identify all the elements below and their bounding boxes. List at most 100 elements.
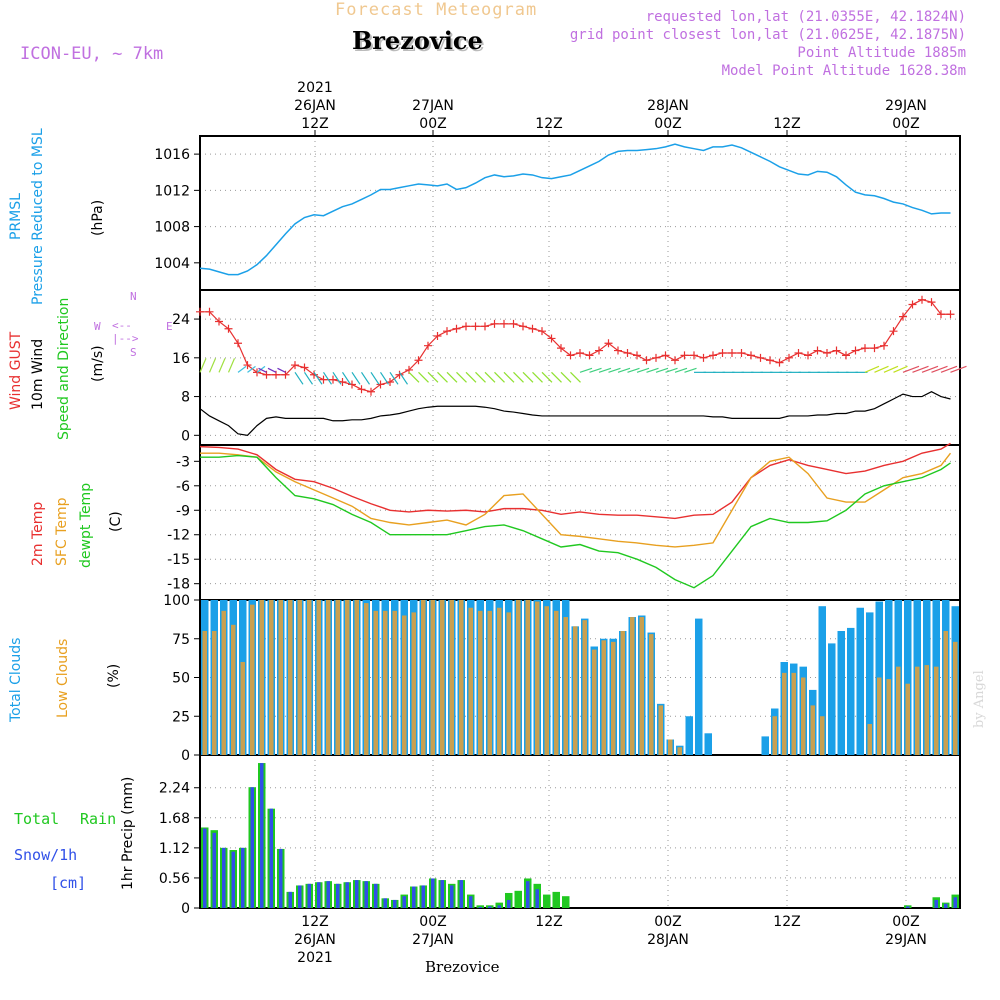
y-tick-label: -12 (167, 528, 190, 544)
wind-arrow (931, 365, 948, 373)
time-label-bottom: 12Z (535, 914, 562, 930)
wind-arrow (921, 365, 939, 373)
wind-arrow (874, 365, 889, 373)
low-cloud-bar (487, 610, 492, 755)
low-cloud-bar (221, 610, 226, 755)
total-cloud-bar (837, 631, 845, 755)
gust-marker (433, 332, 442, 341)
wind-arrow (665, 367, 678, 373)
snow-bar (279, 848, 283, 908)
low-cloud-bar (535, 601, 540, 755)
y-tick-label: -9 (176, 503, 190, 519)
location-title: Brezovice (352, 26, 483, 55)
wind-arrow (503, 371, 515, 383)
low-cloud-bar (202, 631, 207, 755)
wind-arrow (551, 371, 562, 383)
low-cloud-bar (269, 600, 274, 755)
low-cloud-bar (278, 600, 283, 755)
wind-arrow (513, 371, 524, 383)
total-cloud-bar (885, 600, 893, 755)
wind-arrow (646, 367, 659, 373)
gust-marker (870, 344, 879, 353)
wind-arrow (684, 367, 697, 373)
snow-bar (260, 763, 264, 908)
wind-arrow (418, 371, 429, 383)
wind-arrow (940, 365, 958, 373)
wind-speed-line (199, 391, 951, 436)
low-cloud-bar (335, 600, 340, 755)
snow-bar (934, 899, 938, 908)
snow-bar (497, 905, 501, 908)
snow-bar (374, 883, 378, 908)
y-tick-label: 100 (163, 593, 190, 609)
gust-marker (937, 310, 945, 319)
total-cloud-bar (828, 643, 836, 755)
gust-marker (861, 344, 869, 353)
low-cloud-bar (440, 600, 445, 755)
model-altitude: Model Point Altitude 1628.38m (721, 63, 966, 79)
gust-marker (661, 351, 670, 360)
gust-marker (737, 348, 746, 357)
wind-arrow (258, 367, 267, 373)
wind-arrow (408, 371, 420, 383)
snow-bar (412, 886, 416, 908)
low-cloud-bar (611, 641, 616, 755)
low-cloud-bar (649, 634, 654, 755)
y-tick-label: 0 (181, 901, 190, 917)
gust-marker (196, 307, 204, 316)
gust-marker (205, 307, 214, 316)
gust-marker (452, 324, 461, 333)
rain-bar (514, 890, 522, 908)
low-cloud-bar (639, 617, 644, 755)
footer-location: Brezovice (425, 958, 500, 976)
gust-marker (756, 353, 765, 362)
low-cloud-bar (782, 672, 787, 755)
gust-marker (908, 300, 917, 309)
gust-marker (794, 348, 803, 357)
snow-bar (203, 828, 207, 908)
pressure-line (199, 143, 951, 276)
wind-arrow (627, 367, 640, 373)
snow-bar (336, 883, 340, 908)
t2m-line (199, 442, 951, 520)
gust-marker (642, 356, 651, 365)
time-label-top: 26JAN (294, 98, 336, 114)
snow-bar (345, 882, 349, 908)
precip-snow-label: Snow/1h (14, 846, 78, 864)
gust-marker (490, 319, 499, 328)
snow-bar (953, 897, 957, 908)
snow-bar (459, 880, 463, 908)
gust-marker (804, 351, 812, 360)
snow-bar (402, 896, 406, 908)
wind-arrow (522, 371, 534, 383)
rain-bar (476, 905, 484, 908)
wind-arrow (199, 358, 207, 373)
low-cloud-bar (212, 631, 217, 755)
gust-marker (357, 385, 366, 394)
time-label-top: 27JAN (412, 98, 454, 114)
low-cloud-bar (772, 716, 777, 755)
time-label-bottom: 29JAN (885, 932, 927, 948)
time-label-top: 29JAN (885, 98, 927, 114)
snow-bar (393, 899, 397, 908)
precip-rain-label: Rain (80, 810, 117, 828)
y-tick-label: 1004 (154, 256, 190, 272)
time-label-bottom: 00Z (419, 914, 446, 930)
wind-arrow (427, 371, 439, 383)
gust-marker (851, 346, 860, 355)
snow-bar (317, 882, 321, 908)
gust-marker (215, 317, 223, 326)
snow-bar (469, 896, 473, 908)
gust-marker (813, 346, 822, 355)
gust-marker (927, 298, 936, 307)
time-label-top: 00Z (654, 116, 681, 132)
snow-bar (364, 881, 368, 908)
low-cloud-bar (953, 641, 958, 755)
meteogram-title: Forecast Meteogram (335, 0, 538, 20)
gust-marker (785, 353, 793, 362)
wind-arrow (883, 365, 899, 373)
compass-n: N (130, 290, 137, 303)
gust-marker (253, 368, 261, 377)
low-cloud-bar (402, 615, 407, 755)
